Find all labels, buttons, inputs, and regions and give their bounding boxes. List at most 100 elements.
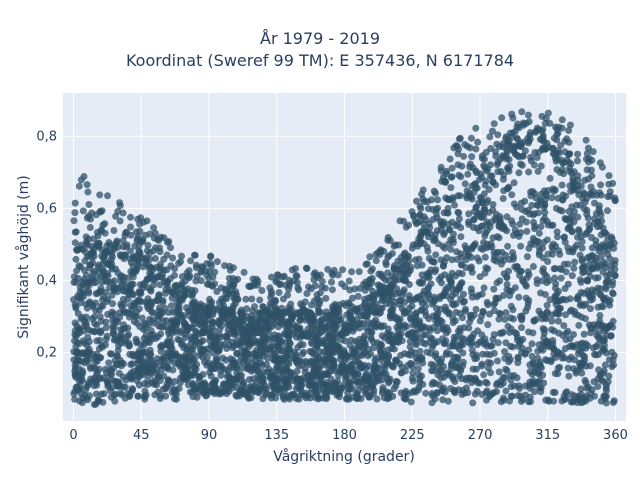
data-point bbox=[79, 349, 87, 357]
data-point bbox=[298, 332, 306, 340]
data-point bbox=[114, 382, 122, 390]
data-point bbox=[366, 253, 374, 261]
data-point bbox=[292, 395, 300, 402]
data-point bbox=[564, 244, 572, 252]
data-point bbox=[71, 209, 79, 217]
data-point bbox=[542, 115, 550, 122]
data-point bbox=[127, 213, 134, 221]
data-point bbox=[263, 389, 271, 397]
data-point bbox=[324, 333, 331, 341]
data-point bbox=[581, 198, 589, 206]
data-point bbox=[75, 182, 83, 190]
data-point bbox=[575, 321, 583, 329]
data-point bbox=[77, 390, 85, 398]
data-point bbox=[85, 278, 93, 286]
x-tick-label: 180 bbox=[332, 428, 357, 443]
data-point bbox=[428, 196, 436, 204]
data-point bbox=[553, 131, 561, 139]
data-point bbox=[160, 234, 168, 242]
data-point bbox=[548, 194, 556, 202]
data-point bbox=[335, 393, 343, 401]
data-point bbox=[283, 330, 291, 338]
data-point bbox=[266, 300, 274, 308]
data-point bbox=[524, 111, 532, 119]
data-point bbox=[449, 195, 457, 203]
data-point bbox=[156, 281, 164, 289]
data-point bbox=[478, 331, 486, 339]
data-point bbox=[143, 276, 151, 284]
data-point bbox=[97, 390, 105, 398]
data-point bbox=[455, 135, 463, 143]
data-point bbox=[414, 242, 422, 250]
data-point bbox=[537, 289, 545, 297]
data-point bbox=[167, 244, 174, 252]
data-point bbox=[76, 397, 84, 405]
data-point bbox=[609, 179, 617, 187]
data-point bbox=[154, 312, 162, 320]
data-point bbox=[467, 134, 475, 142]
data-point bbox=[151, 391, 159, 399]
data-point bbox=[483, 387, 491, 395]
data-point bbox=[117, 273, 124, 281]
data-point bbox=[530, 218, 537, 226]
data-point bbox=[165, 238, 173, 245]
data-point bbox=[106, 387, 114, 395]
x-tick-label: 45 bbox=[133, 428, 150, 443]
data-point bbox=[522, 120, 530, 127]
data-point bbox=[116, 332, 124, 340]
data-point bbox=[136, 323, 144, 331]
data-point bbox=[566, 121, 574, 129]
data-point bbox=[566, 150, 574, 158]
data-point bbox=[359, 337, 367, 345]
data-point bbox=[490, 256, 498, 264]
data-point bbox=[442, 194, 450, 202]
data-point bbox=[311, 334, 319, 342]
data-point bbox=[489, 206, 497, 214]
data-point bbox=[604, 277, 612, 285]
data-point bbox=[171, 395, 178, 403]
data-point bbox=[558, 181, 566, 189]
data-point bbox=[321, 390, 329, 398]
data-point bbox=[396, 217, 404, 225]
data-point bbox=[460, 152, 468, 160]
data-point bbox=[457, 295, 465, 303]
data-point bbox=[105, 260, 113, 268]
data-point bbox=[597, 181, 605, 189]
data-point bbox=[582, 136, 590, 144]
data-point bbox=[457, 233, 465, 241]
data-point bbox=[602, 399, 610, 407]
data-point bbox=[286, 395, 293, 403]
data-point bbox=[452, 364, 460, 372]
data-point bbox=[598, 163, 606, 171]
data-point bbox=[395, 330, 403, 338]
data-point bbox=[373, 364, 381, 372]
data-point bbox=[453, 142, 461, 150]
data-point bbox=[607, 241, 615, 249]
data-point bbox=[343, 311, 351, 319]
data-point bbox=[127, 231, 135, 239]
data-point bbox=[451, 378, 459, 385]
data-point bbox=[473, 341, 481, 349]
data-point bbox=[177, 283, 185, 291]
data-point bbox=[313, 390, 320, 398]
data-point bbox=[360, 309, 368, 317]
data-point bbox=[547, 343, 555, 351]
data-point bbox=[461, 141, 469, 148]
data-point bbox=[84, 188, 92, 196]
data-point bbox=[163, 364, 171, 371]
data-point bbox=[432, 350, 440, 358]
data-point bbox=[339, 266, 347, 274]
data-point bbox=[604, 207, 611, 215]
data-point bbox=[527, 192, 535, 200]
data-point bbox=[121, 383, 129, 391]
data-point bbox=[465, 218, 472, 226]
data-point bbox=[160, 255, 168, 263]
data-point bbox=[305, 283, 312, 291]
data-point bbox=[397, 351, 405, 359]
data-point bbox=[147, 331, 155, 339]
data-point bbox=[600, 247, 608, 255]
data-point bbox=[609, 356, 617, 364]
data-point bbox=[156, 377, 164, 384]
data-point bbox=[318, 339, 326, 347]
data-point bbox=[484, 364, 492, 372]
